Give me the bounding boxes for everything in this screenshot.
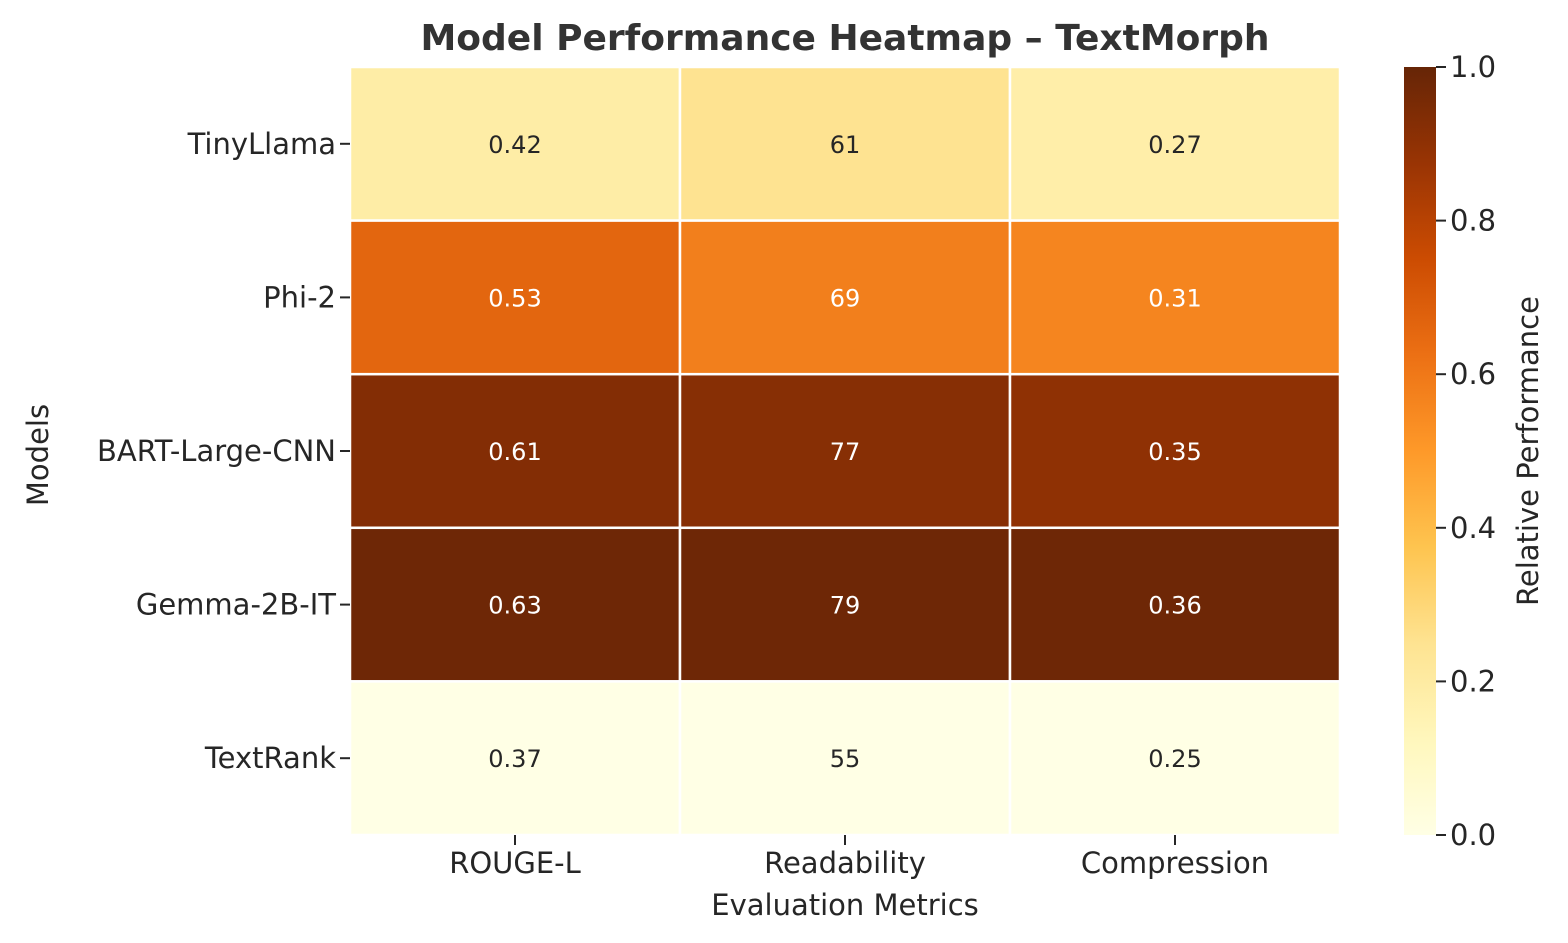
heatmap-cell-value: 0.36 — [1148, 592, 1201, 620]
heatmap-cell-value: 0.42 — [488, 131, 541, 159]
heatmap-cell-value: 79 — [830, 592, 861, 620]
heatmap-cell-value: 55 — [830, 745, 861, 773]
heatmap-cell-value: 61 — [830, 131, 861, 159]
heatmap-cell — [1008, 526, 1342, 683]
x-tick-label: Readability — [764, 846, 926, 880]
heatmap-cell-value: 0.35 — [1148, 438, 1201, 466]
y-tick-label: TextRank — [204, 741, 336, 775]
heatmap-cell — [678, 219, 1012, 376]
colorbar-ticks: 0.0 0.2 0.4 0.6 0.8 1.0 — [1436, 50, 1496, 852]
heatmap-cell-value: 0.61 — [488, 438, 541, 466]
heatmap-cell-value: 0.27 — [1148, 131, 1201, 159]
heatmap-cell-value: 0.37 — [488, 745, 541, 773]
colorbar-tick-label: 1.0 — [1450, 50, 1496, 84]
heatmap-cell-value: 0.31 — [1148, 284, 1201, 312]
heatmap-cell — [348, 219, 682, 376]
chart-title: Model Performance Heatmap – TextMorph — [420, 18, 1269, 59]
heatmap-cell-value: 0.63 — [488, 592, 541, 620]
y-axis-label: Models — [21, 404, 55, 506]
y-tick-label: Gemma-2B-IT — [136, 588, 336, 622]
colorbar — [1404, 67, 1436, 835]
colorbar-tick-label: 0.2 — [1450, 664, 1496, 698]
heatmap-cell-value: 77 — [830, 438, 861, 466]
heatmap-cell — [348, 526, 682, 683]
x-tick-label: Compression — [1081, 846, 1269, 880]
heatmap-cell — [1008, 219, 1342, 376]
y-tick-label: BART-Large-CNN — [97, 434, 336, 468]
heatmap-cell-value: 69 — [830, 284, 861, 312]
colorbar-tick-label: 0.6 — [1450, 357, 1496, 391]
heatmap-cell-value: 0.53 — [488, 284, 541, 312]
y-tick-label: TinyLlama — [187, 127, 336, 161]
heatmap-cell-labels: 0.42 61 0.27 0.53 69 0.31 0.61 77 0.35 0.63 79 0.36… — [488, 131, 1201, 773]
y-tick-label: Phi-2 — [263, 280, 336, 314]
heatmap-cell-value: 0.25 — [1148, 745, 1201, 773]
heatmap-cell — [678, 65, 1012, 222]
heatmap-cell — [678, 680, 1012, 837]
colorbar-tick-label: 0.4 — [1450, 511, 1496, 545]
x-tick-label: ROUGE-L — [449, 846, 581, 880]
x-axis-label: Evaluation Metrics — [711, 888, 979, 922]
colorbar-tick-label: 0.0 — [1450, 818, 1496, 852]
heatmap-cell — [678, 372, 1012, 530]
heatmap-cell — [1008, 680, 1342, 837]
heatmap-cells — [348, 65, 1342, 837]
colorbar-tick-label: 0.8 — [1450, 204, 1496, 238]
heatmap-cell — [348, 680, 682, 837]
colorbar-label: Relative Performance — [1511, 296, 1545, 606]
heatmap-cell — [348, 65, 682, 222]
y-axis: TinyLlama Phi-2 BART-Large-CNN Gemma-2B-IT T… — [97, 127, 350, 775]
heatmap-cell — [1008, 65, 1342, 222]
x-axis: ROUGE-L Readability Compression — [449, 835, 1269, 880]
